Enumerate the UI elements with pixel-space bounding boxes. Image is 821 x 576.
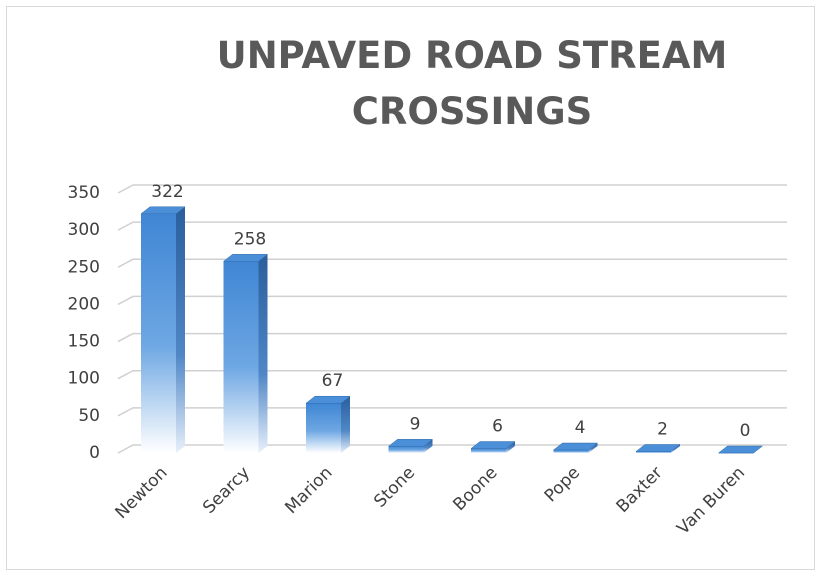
data-label: 6	[492, 417, 503, 437]
bar-front	[141, 213, 176, 453]
grid-line	[117, 369, 787, 380]
bar	[140, 206, 186, 453]
data-label: 2	[657, 420, 668, 440]
grid-line	[117, 184, 787, 194]
bar-top	[552, 442, 599, 451]
bar-front	[553, 450, 589, 453]
grid-line	[117, 258, 787, 268]
grid-line	[117, 221, 787, 231]
bar-top	[305, 395, 351, 404]
bar-side	[176, 206, 185, 453]
bar	[222, 254, 269, 453]
y-tick-label: 250	[68, 257, 100, 277]
bar	[305, 395, 351, 453]
data-label: 0	[740, 421, 751, 441]
data-label: 322	[151, 182, 183, 202]
chart-title: UNPAVED ROAD STREAM CROSSINGS	[217, 34, 728, 133]
bar-side	[588, 443, 598, 453]
bar-front	[223, 261, 259, 453]
grid-line	[117, 407, 787, 417]
bar-top	[470, 441, 516, 449]
bar-top	[387, 439, 434, 447]
bar	[552, 442, 599, 453]
y-tick-label: 350	[68, 183, 100, 203]
bar	[635, 444, 681, 453]
bar-side	[423, 439, 433, 453]
bar-side	[506, 441, 515, 453]
data-label: 258	[234, 229, 266, 249]
bar-side	[258, 254, 268, 453]
bar-front	[388, 446, 424, 453]
y-tick-label: 300	[68, 220, 100, 240]
y-tick-label: 100	[68, 369, 100, 389]
bar	[387, 439, 434, 453]
bar-top	[717, 445, 764, 454]
grid-line	[117, 295, 787, 306]
y-tick-label: 200	[68, 294, 100, 314]
bar	[717, 445, 764, 454]
y-tick-label: 150	[68, 332, 100, 352]
bar-front	[471, 448, 506, 453]
bar-front	[636, 451, 671, 453]
grid-line	[117, 332, 787, 343]
y-tick-label: 0	[89, 443, 100, 463]
bar-top	[222, 254, 269, 262]
bar-top	[635, 444, 681, 452]
bar-front	[306, 403, 341, 453]
bar-top	[140, 206, 186, 215]
bar-side	[341, 396, 350, 453]
bar	[470, 441, 516, 453]
bar-side	[671, 444, 680, 453]
y-tick-label: 50	[78, 406, 100, 426]
data-label: 67	[322, 371, 344, 391]
data-label: 9	[410, 414, 421, 434]
data-label: 4	[575, 418, 586, 438]
